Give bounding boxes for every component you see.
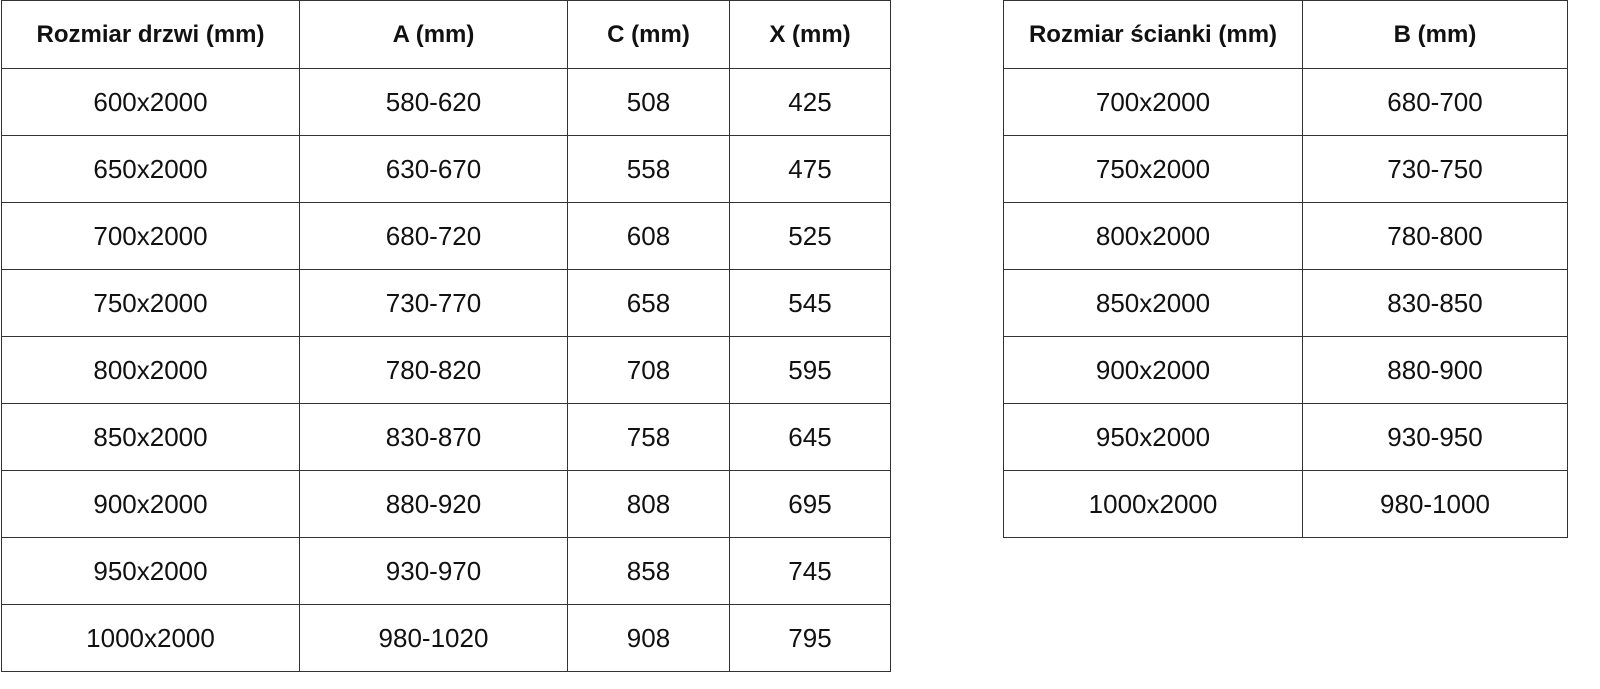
table-row: 1000x2000 980-1000 xyxy=(1003,470,1568,538)
table-cell: 900x2000 xyxy=(1,470,300,538)
header-row: Rozmiar ścianki (mm) B (mm) xyxy=(1003,0,1568,69)
table-cell: 980-1020 xyxy=(299,604,568,672)
table-cell: 795 xyxy=(729,604,891,672)
table-row: 750x2000 730-770 658 545 xyxy=(1,269,891,337)
table-cell: 880-900 xyxy=(1302,336,1568,404)
table-cell: 1000x2000 xyxy=(1,604,300,672)
table-cell: 475 xyxy=(729,135,891,203)
column-header: Rozmiar ścianki (mm) xyxy=(1003,0,1303,69)
table-cell: 930-950 xyxy=(1302,403,1568,471)
table-cell: 900x2000 xyxy=(1003,336,1303,404)
table-row: 600x2000 580-620 508 425 xyxy=(1,68,891,136)
table-cell: 580-620 xyxy=(299,68,568,136)
table-row: 800x2000 780-820 708 595 xyxy=(1,336,891,404)
table-cell: 658 xyxy=(567,269,730,337)
table-row: 1000x2000 980-1020 908 795 xyxy=(1,604,891,672)
table-row: 850x2000 830-850 xyxy=(1003,269,1568,337)
table-cell: 708 xyxy=(567,336,730,404)
table-cell: 508 xyxy=(567,68,730,136)
table-cell: 545 xyxy=(729,269,891,337)
table-cell: 730-770 xyxy=(299,269,568,337)
table-cell: 880-920 xyxy=(299,470,568,538)
table-cell: 608 xyxy=(567,202,730,270)
table-cell: 800x2000 xyxy=(1,336,300,404)
table-row: 700x2000 680-720 608 525 xyxy=(1,202,891,270)
table-cell: 830-850 xyxy=(1302,269,1568,337)
table-cell: 908 xyxy=(567,604,730,672)
table-row: 750x2000 730-750 xyxy=(1003,135,1568,203)
table-cell: 525 xyxy=(729,202,891,270)
table-cell: 695 xyxy=(729,470,891,538)
table-cell: 800x2000 xyxy=(1003,202,1303,270)
table-cell: 950x2000 xyxy=(1003,403,1303,471)
table-row: 800x2000 780-800 xyxy=(1003,202,1568,270)
column-header: X (mm) xyxy=(729,0,891,69)
table-cell: 858 xyxy=(567,537,730,605)
table-cell: 700x2000 xyxy=(1003,68,1303,136)
table-cell: 558 xyxy=(567,135,730,203)
table-cell: 680-700 xyxy=(1302,68,1568,136)
table-cell: 730-750 xyxy=(1302,135,1568,203)
table-row: 700x2000 680-700 xyxy=(1003,68,1568,136)
table-cell: 850x2000 xyxy=(1,403,300,471)
table-cell: 750x2000 xyxy=(1,269,300,337)
column-header: A (mm) xyxy=(299,0,568,69)
table-cell: 830-870 xyxy=(299,403,568,471)
table-cell: 595 xyxy=(729,336,891,404)
table-row: 950x2000 930-950 xyxy=(1003,403,1568,471)
column-header: B (mm) xyxy=(1302,0,1568,69)
table-cell: 600x2000 xyxy=(1,68,300,136)
table-row: 650x2000 630-670 558 475 xyxy=(1,135,891,203)
table-cell: 680-720 xyxy=(299,202,568,270)
table-row: 850x2000 830-870 758 645 xyxy=(1,403,891,471)
table-cell: 758 xyxy=(567,403,730,471)
table-cell: 745 xyxy=(729,537,891,605)
table-row: 900x2000 880-900 xyxy=(1003,336,1568,404)
door-size-table: Rozmiar drzwi (mm) A (mm) C (mm) X (mm) 600… xyxy=(1,0,891,672)
table-cell: 780-800 xyxy=(1302,202,1568,270)
table-cell: 980-1000 xyxy=(1302,470,1568,538)
column-header: C (mm) xyxy=(567,0,730,69)
table-row: 900x2000 880-920 808 695 xyxy=(1,470,891,538)
table-cell: 750x2000 xyxy=(1003,135,1303,203)
wall-size-table: Rozmiar ścianki (mm) B (mm) 700x2000 680-7… xyxy=(1003,0,1568,538)
table-cell: 650x2000 xyxy=(1,135,300,203)
table-cell: 425 xyxy=(729,68,891,136)
table-cell: 700x2000 xyxy=(1,202,300,270)
table-cell: 645 xyxy=(729,403,891,471)
table-cell: 1000x2000 xyxy=(1003,470,1303,538)
header-row: Rozmiar drzwi (mm) A (mm) C (mm) X (mm) xyxy=(1,0,891,69)
table-cell: 930-970 xyxy=(299,537,568,605)
table-cell: 808 xyxy=(567,470,730,538)
table-cell: 850x2000 xyxy=(1003,269,1303,337)
table-row: 950x2000 930-970 858 745 xyxy=(1,537,891,605)
table-cell: 780-820 xyxy=(299,336,568,404)
column-header: Rozmiar drzwi (mm) xyxy=(1,0,300,69)
table-cell: 950x2000 xyxy=(1,537,300,605)
table-cell: 630-670 xyxy=(299,135,568,203)
